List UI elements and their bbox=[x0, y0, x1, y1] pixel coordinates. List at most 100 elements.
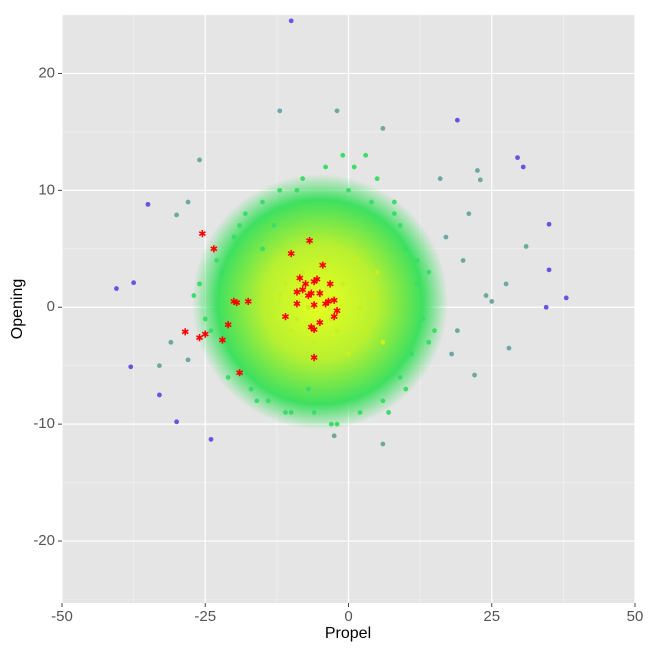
point bbox=[454, 328, 460, 334]
point bbox=[202, 316, 208, 322]
point bbox=[563, 295, 569, 301]
point bbox=[432, 328, 437, 334]
star-point bbox=[310, 325, 318, 334]
star-point bbox=[281, 312, 289, 321]
point bbox=[397, 223, 403, 228]
point bbox=[242, 211, 248, 217]
point bbox=[331, 433, 337, 439]
point bbox=[231, 234, 237, 240]
star-point bbox=[198, 230, 206, 238]
star-point bbox=[330, 312, 338, 321]
point bbox=[380, 339, 386, 345]
point bbox=[288, 328, 294, 334]
point bbox=[208, 328, 214, 334]
point bbox=[374, 269, 380, 275]
point bbox=[437, 176, 443, 182]
point bbox=[475, 168, 480, 173]
y-tick-label: -20 bbox=[33, 532, 55, 549]
point bbox=[546, 267, 552, 273]
point bbox=[131, 280, 137, 286]
point bbox=[328, 421, 334, 427]
point bbox=[283, 410, 288, 415]
point bbox=[357, 304, 363, 310]
point bbox=[237, 223, 243, 228]
star-point bbox=[196, 334, 204, 342]
star-point bbox=[326, 280, 334, 288]
point bbox=[409, 351, 414, 357]
point bbox=[369, 199, 374, 205]
point bbox=[220, 269, 225, 275]
point bbox=[454, 117, 460, 123]
point bbox=[271, 316, 277, 322]
point bbox=[546, 221, 552, 227]
point bbox=[397, 374, 403, 380]
point bbox=[114, 286, 119, 291]
point bbox=[420, 316, 426, 322]
point bbox=[414, 258, 420, 263]
point bbox=[288, 18, 294, 24]
point bbox=[283, 281, 288, 287]
point bbox=[323, 258, 328, 263]
point bbox=[477, 177, 483, 183]
point bbox=[311, 339, 317, 345]
star-point bbox=[296, 274, 304, 282]
point bbox=[380, 398, 386, 404]
point bbox=[391, 211, 397, 217]
point bbox=[449, 351, 455, 357]
point bbox=[277, 108, 283, 114]
star-point bbox=[218, 336, 226, 344]
point bbox=[334, 108, 340, 114]
point bbox=[483, 293, 489, 298]
point bbox=[543, 304, 549, 310]
star-point bbox=[322, 300, 330, 308]
point bbox=[426, 339, 432, 345]
point bbox=[214, 258, 220, 263]
point bbox=[472, 372, 477, 378]
point bbox=[346, 187, 351, 193]
point bbox=[265, 398, 271, 404]
y-tick-label: 10 bbox=[38, 181, 55, 198]
star-point bbox=[316, 318, 324, 327]
point bbox=[128, 364, 134, 370]
point bbox=[523, 244, 529, 249]
point bbox=[294, 187, 300, 193]
point bbox=[466, 211, 472, 217]
star-point bbox=[333, 307, 341, 315]
point bbox=[157, 392, 162, 398]
point bbox=[351, 258, 357, 263]
point bbox=[363, 152, 369, 158]
star-point bbox=[244, 297, 252, 306]
point bbox=[334, 328, 340, 334]
star-point bbox=[302, 280, 310, 288]
point bbox=[403, 246, 409, 252]
point bbox=[503, 281, 509, 287]
x-tick-label: 25 bbox=[483, 608, 500, 625]
point bbox=[311, 410, 317, 415]
star-point bbox=[236, 369, 244, 377]
star-point bbox=[316, 289, 324, 297]
star-point bbox=[181, 328, 189, 336]
star-point bbox=[313, 275, 321, 283]
star-point bbox=[224, 321, 232, 329]
star-point bbox=[310, 353, 318, 362]
point bbox=[145, 201, 151, 207]
point bbox=[191, 293, 197, 298]
x-axis-title: Propel bbox=[325, 625, 371, 642]
x-tick-label: 50 bbox=[627, 608, 644, 625]
point bbox=[197, 157, 202, 163]
point bbox=[174, 212, 180, 218]
point bbox=[254, 398, 260, 404]
point bbox=[346, 351, 351, 357]
point bbox=[185, 357, 191, 363]
point bbox=[369, 293, 374, 298]
point bbox=[300, 176, 306, 182]
point bbox=[277, 187, 283, 193]
point bbox=[374, 176, 380, 182]
point bbox=[305, 386, 311, 392]
point bbox=[271, 223, 277, 228]
point bbox=[386, 410, 392, 415]
point bbox=[323, 164, 328, 170]
point bbox=[520, 164, 526, 170]
star-point bbox=[330, 296, 338, 304]
point bbox=[168, 339, 174, 345]
